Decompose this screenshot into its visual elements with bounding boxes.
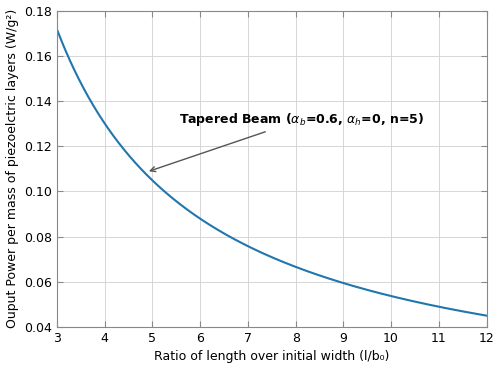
Text: Tapered Beam ($\alpha_b$=0.6, $\alpha_h$=0, n=5): Tapered Beam ($\alpha_b$=0.6, $\alpha_h$… — [150, 111, 424, 172]
Y-axis label: Ouput Power per mass of piezoelctric layers (W/g²): Ouput Power per mass of piezoelctric lay… — [6, 9, 18, 328]
X-axis label: Ratio of length over initial width (l/b₀): Ratio of length over initial width (l/b₀… — [154, 351, 390, 363]
